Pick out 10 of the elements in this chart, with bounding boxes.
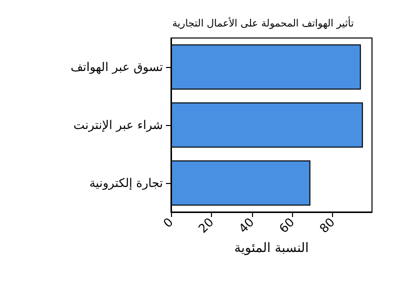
- y-tick-label: تسوق عبر الهواتف: [70, 60, 163, 74]
- chart-title: تأثير الهواتف المحمولة على الأعمال التجارية: [172, 16, 354, 30]
- x-axis-title: النسبة المئوية: [234, 241, 309, 256]
- x-tick-label: 40: [236, 215, 257, 236]
- y-tick-label: تجارة إلكترونية: [89, 176, 163, 190]
- y-tick-label: شراء عبر الإنترنت: [73, 118, 163, 132]
- x-tick-label: 80: [316, 215, 338, 236]
- x-tick-label: 60: [276, 215, 298, 236]
- x-tick-label: 0: [160, 215, 176, 230]
- x-tick-label: 20: [196, 215, 216, 236]
